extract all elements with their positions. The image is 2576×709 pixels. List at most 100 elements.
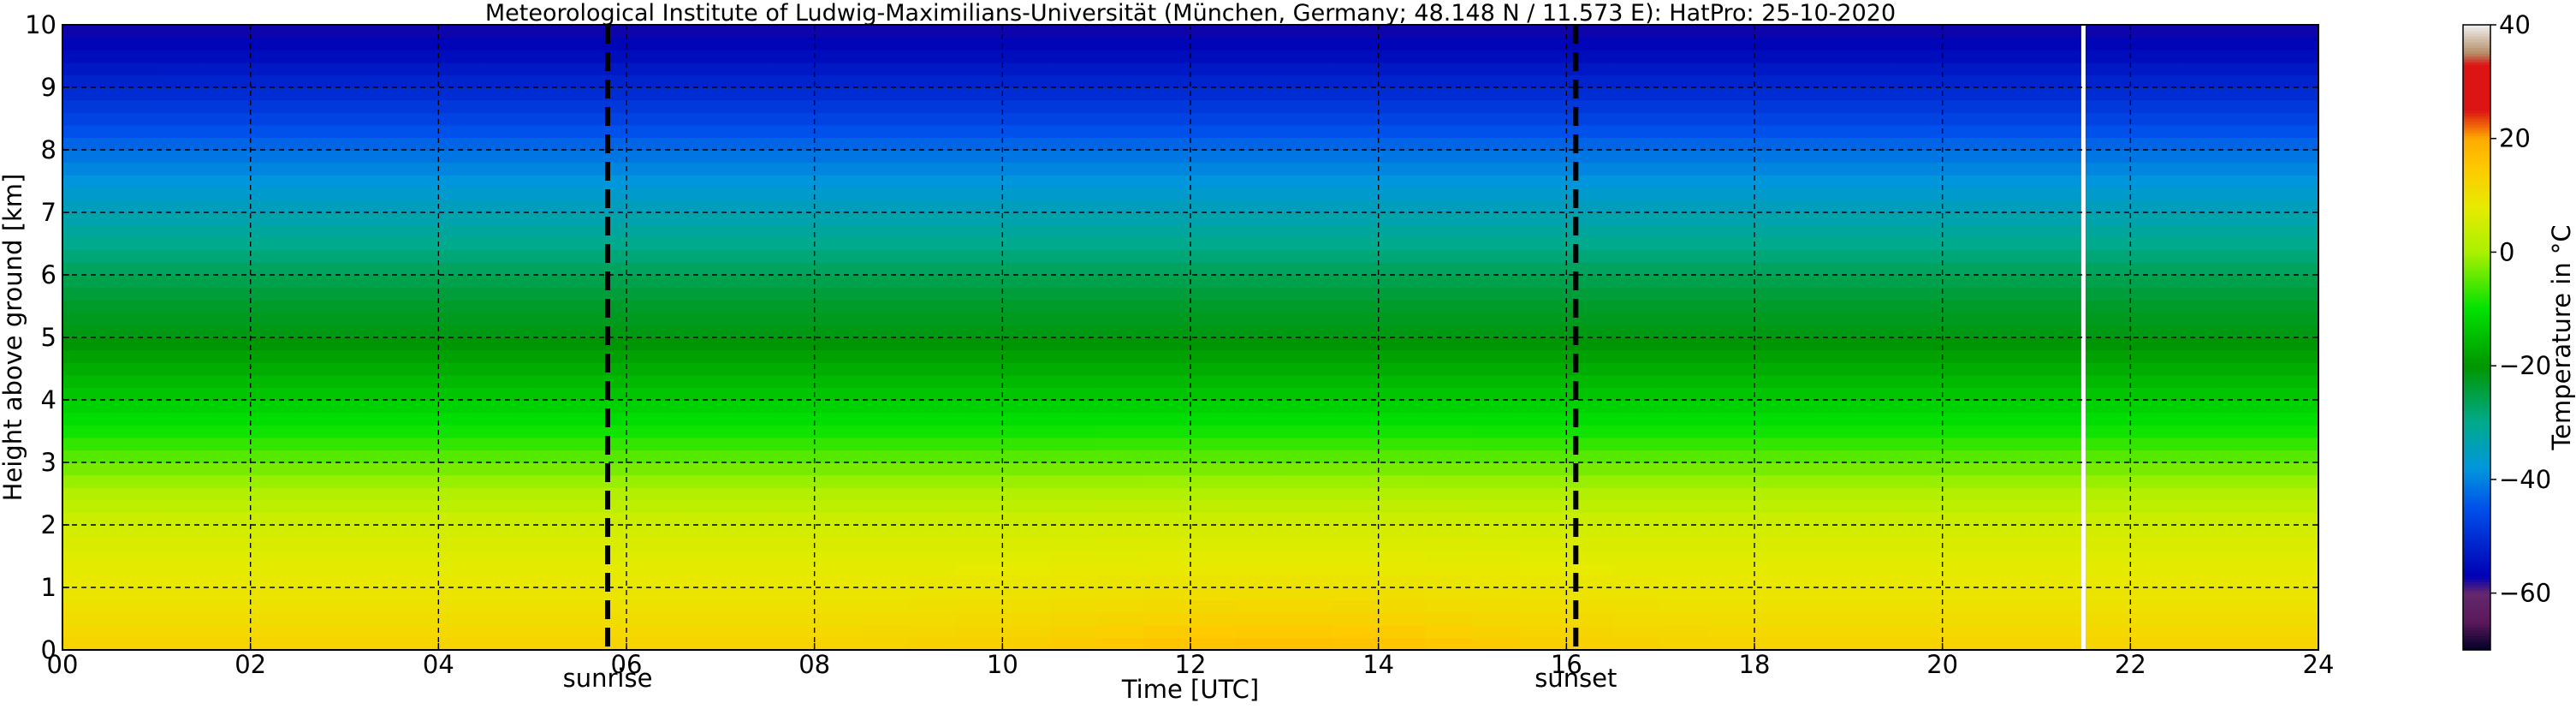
heatmap-cell — [814, 437, 863, 450]
heatmap-cell — [626, 599, 674, 613]
heatmap-cell — [1002, 212, 1050, 226]
heatmap-cell — [250, 537, 299, 551]
heatmap-cell — [2130, 224, 2178, 238]
heatmap-cell — [2083, 612, 2131, 626]
colorbar-segment — [2463, 482, 2490, 486]
heatmap-cell — [297, 200, 346, 213]
heatmap-cell — [814, 624, 863, 638]
colorbar-segment — [2463, 212, 2490, 216]
heatmap-cell — [1519, 325, 1567, 338]
heatmap-cell — [908, 624, 957, 638]
heatmap-cell — [156, 525, 205, 539]
heatmap-cell — [673, 187, 721, 200]
heatmap-cell — [2177, 412, 2225, 426]
heatmap-cell — [203, 175, 252, 188]
heatmap-cell — [1801, 562, 1849, 575]
heatmap-cell — [1801, 474, 1849, 488]
heatmap-cell — [1848, 175, 1896, 188]
sunrise-label: sunrise — [563, 664, 653, 693]
heatmap-cell — [1143, 25, 1191, 39]
heatmap-cell — [767, 99, 816, 113]
heatmap-cell — [1801, 200, 1849, 213]
heatmap-cell — [485, 537, 533, 551]
colorbar-tick-label: 0 — [2499, 237, 2514, 266]
heatmap-cell — [814, 499, 863, 513]
heatmap-cell — [673, 487, 721, 501]
heatmap-cell — [2224, 187, 2272, 200]
heatmap-cell — [2177, 25, 2225, 39]
heatmap-cell — [438, 325, 486, 338]
heatmap-cell — [673, 512, 721, 526]
heatmap-cell — [1472, 437, 1521, 450]
heatmap-cell — [344, 25, 393, 39]
heatmap-cell — [2271, 249, 2319, 263]
heatmap-cell — [1707, 325, 1755, 338]
heatmap-cell — [1190, 624, 1238, 638]
heatmap-cell — [1707, 637, 1755, 651]
heatmap-cell — [861, 325, 910, 338]
heatmap-cell — [1566, 562, 1614, 575]
heatmap-cell — [767, 512, 816, 526]
heatmap-cell — [908, 637, 957, 651]
heatmap-cell — [720, 349, 769, 363]
colorbar-segment — [2463, 616, 2490, 620]
heatmap-cell — [1754, 474, 1802, 488]
heatmap-cell — [1895, 487, 1944, 501]
heatmap-cell — [1519, 249, 1567, 263]
heatmap-cell — [344, 562, 393, 575]
heatmap-cell — [1143, 162, 1191, 176]
heatmap-cell — [203, 362, 252, 376]
heatmap-cell — [720, 412, 769, 426]
heatmap-cell — [955, 499, 1003, 513]
heatmap-cell — [344, 112, 393, 126]
colorbar-segment — [2463, 573, 2490, 577]
heatmap-cell — [1848, 237, 1896, 251]
colorbar-segment — [2463, 442, 2490, 446]
heatmap-cell — [2224, 162, 2272, 176]
heatmap-cell — [297, 50, 346, 63]
heatmap-cell — [955, 624, 1003, 638]
heatmap-cell — [1331, 175, 1380, 188]
heatmap-cell — [438, 187, 486, 200]
heatmap-cell — [2177, 374, 2225, 388]
heatmap-cell — [1472, 525, 1521, 539]
heatmap-cell — [579, 550, 627, 563]
heatmap-cell — [344, 525, 393, 539]
heatmap-cell — [297, 312, 346, 325]
colorbar-segment — [2463, 50, 2490, 54]
heatmap-cell — [250, 412, 299, 426]
heatmap-cell — [908, 187, 957, 200]
heatmap-cell — [2036, 512, 2085, 526]
heatmap-cell — [1096, 224, 1144, 238]
colorbar-segment — [2463, 487, 2490, 492]
heatmap-cell — [908, 537, 957, 551]
heatmap-cell — [1284, 150, 1333, 164]
heatmap-cell — [1378, 175, 1427, 188]
heatmap-cell — [1378, 412, 1427, 426]
heatmap-cell — [1143, 200, 1191, 213]
heatmap-cell — [156, 312, 205, 325]
heatmap-cell — [1660, 599, 1708, 613]
colorbar-segment — [2463, 39, 2490, 43]
heatmap-cell — [579, 387, 627, 401]
heatmap-cell — [908, 137, 957, 151]
heatmap-cell — [1613, 137, 1661, 151]
heatmap-cell — [1801, 87, 1849, 101]
heatmap-cell — [955, 312, 1003, 325]
heatmap-cell — [297, 25, 346, 39]
heatmap-cell — [1096, 387, 1144, 401]
heatmap-cell — [814, 25, 863, 39]
heatmap-cell — [2083, 575, 2131, 588]
heatmap-cell — [1049, 599, 1097, 613]
heatmap-cell — [62, 337, 110, 351]
heatmap-cell — [485, 450, 533, 463]
heatmap-cell — [767, 550, 816, 563]
heatmap-cell — [1754, 562, 1802, 575]
heatmap-cell — [532, 87, 580, 101]
heatmap-cell — [1425, 62, 1474, 75]
heatmap-cell — [297, 275, 346, 289]
heatmap-cell — [2083, 499, 2131, 513]
colorbar-segment — [2463, 295, 2490, 299]
heatmap-cell — [1472, 212, 1521, 226]
colorbar-segment — [2463, 599, 2490, 603]
